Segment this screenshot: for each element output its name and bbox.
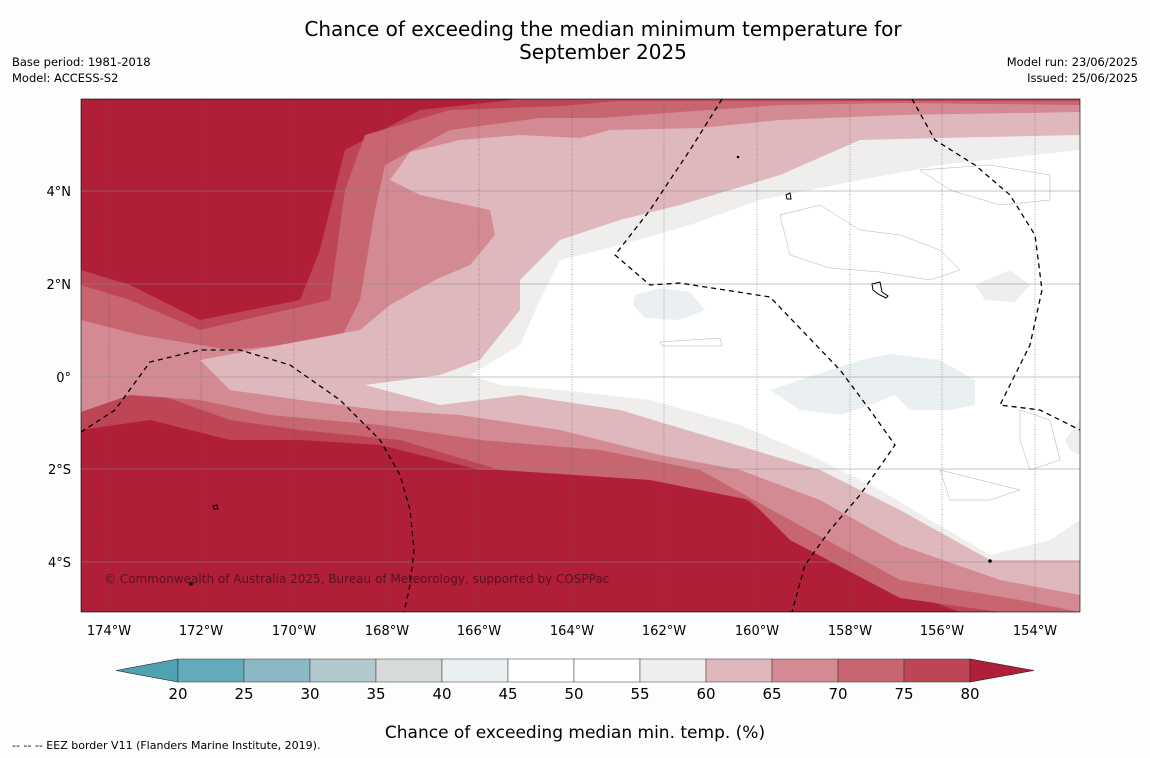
map-title: Chance of exceeding the median minimum t…: [0, 18, 1150, 64]
colorbar-tick-label: 60: [696, 685, 715, 703]
colorbar-segment: [771, 658, 839, 683]
longitude-labels: 174°W 172°W 170°W 168°W 166°W 164°W 162°…: [87, 624, 1057, 639]
colorbar-segment: [441, 658, 509, 683]
meta-right: Model run: 23/06/2025 Issued: 25/06/2025: [1007, 54, 1138, 86]
band-55-60-patch-2: [1065, 420, 1080, 455]
contour-lines: [659, 164, 1061, 501]
colorbar-label: Chance of exceeding median min. temp. (%…: [384, 723, 766, 743]
copyright-text: © Commonwealth of Australia 2025, Bureau…: [104, 572, 609, 586]
colorbar-tick-label: 45: [498, 685, 517, 703]
colorbar-segment: [573, 658, 641, 683]
band-40-45-patch-2: [770, 354, 975, 415]
colorbar-tick-label: 25: [234, 685, 253, 703]
model-run: Model run: 23/06/2025: [1006, 55, 1138, 69]
lon-label: 154°W: [1013, 624, 1057, 639]
islands: [189, 155, 992, 586]
colorbar-segment: [639, 658, 707, 683]
map-figure: © Commonwealth of Australia 2025, Bureau…: [47, 98, 1081, 703]
map-frame: [80, 98, 1081, 613]
lon-label: 168°W: [365, 624, 409, 639]
lon-label: 156°W: [920, 624, 964, 639]
colorbar-tick-label: 80: [960, 685, 979, 703]
lon-label: 170°W: [272, 624, 316, 639]
lat-label: 0°: [56, 371, 71, 386]
band-45-55: [470, 150, 1080, 555]
issued-date: Issued: 25/06/2025: [1027, 71, 1138, 85]
band-40-45-patch-1: [633, 288, 705, 320]
lon-label: 166°W: [457, 624, 501, 639]
colorbar-tick-label: 70: [828, 685, 847, 703]
colorbar-tick-label: 65: [762, 685, 781, 703]
graticule: [81, 99, 1080, 612]
lat-label: 2°S: [48, 463, 71, 478]
colorbar-segment: [837, 658, 905, 683]
colorbar-tick-label: 40: [432, 685, 451, 703]
colorbar-segment: [507, 658, 575, 683]
colorbar-segment: [243, 658, 311, 683]
base-period: Base period: 1981-2018: [12, 55, 151, 69]
lon-label: 164°W: [550, 624, 594, 639]
colorbar-segment: [375, 658, 443, 683]
lat-label: 4°N: [47, 185, 72, 200]
latitude-labels: 4°N 2°N 0° 2°S 4°S: [47, 185, 72, 571]
lon-label: 172°W: [179, 624, 223, 639]
colorbar-tick-label: 30: [300, 685, 319, 703]
colorbar-tick-label: 75: [894, 685, 913, 703]
colorbar: 20 25 30 35 40 45 50 55 60 65 70 75 80: [115, 658, 1035, 703]
meta-left: Base period: 1981-2018 Model: ACCESS-S2: [12, 54, 151, 86]
lon-label: 160°W: [735, 624, 779, 639]
model-name: Model: ACCESS-S2: [12, 71, 119, 85]
eez-borders: [81, 99, 1080, 612]
lon-label: 174°W: [87, 624, 131, 639]
colorbar-tick-label: 20: [168, 685, 187, 703]
band-55-60-patch-1: [975, 270, 1030, 302]
map-plot-area: [81, 99, 1080, 612]
colorbar-under-arrow: [115, 658, 179, 683]
colorbar-segment: [705, 658, 773, 683]
title-line-1: Chance of exceeding the median minimum t…: [304, 17, 902, 41]
lon-label: 162°W: [642, 624, 686, 639]
eez-legend-note: -- -- -- EEZ border V11 (Flanders Marine…: [12, 739, 321, 752]
colorbar-segment: [903, 658, 971, 683]
colorbar-tick-label: 55: [630, 685, 649, 703]
lat-label: 2°N: [47, 278, 72, 293]
lat-label: 4°S: [48, 556, 71, 571]
colorbar-tick-label: 35: [366, 685, 385, 703]
lon-label: 158°W: [828, 624, 872, 639]
colorbar-tick-label: 50: [564, 685, 583, 703]
colorbar-segment: [177, 658, 245, 683]
colorbar-segment: [309, 658, 377, 683]
title-line-2: September 2025: [519, 40, 687, 64]
colorbar-over-arrow: [969, 658, 1035, 683]
